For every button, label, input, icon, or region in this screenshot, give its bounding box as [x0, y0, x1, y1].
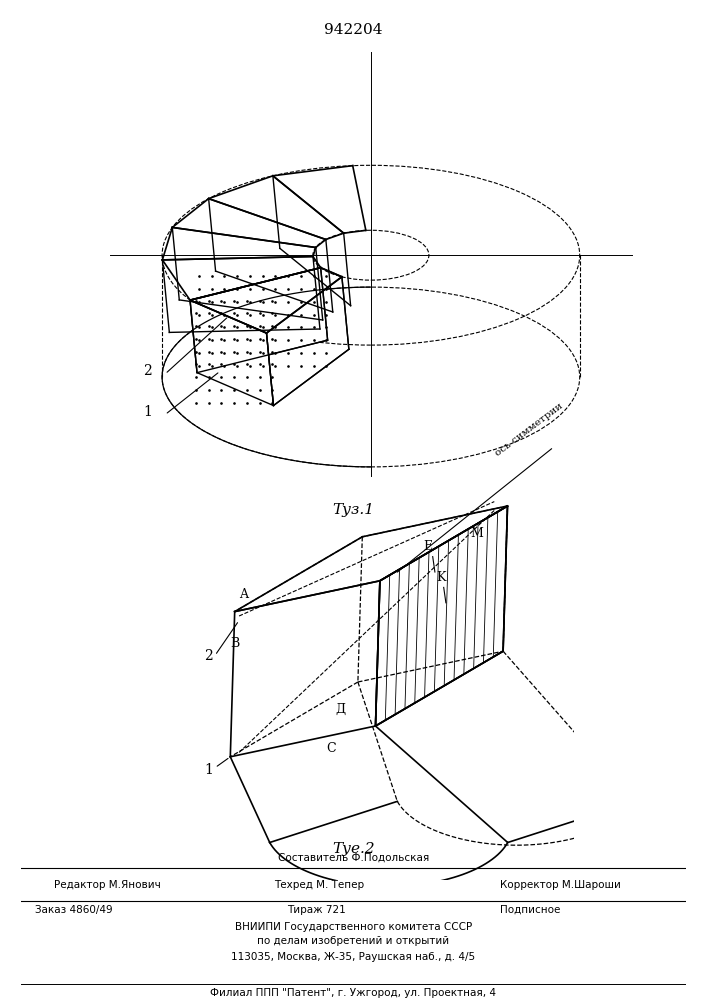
Text: Филиал ППП "Патент", г. Ужгород, ул. Проектная, 4: Филиал ППП "Патент", г. Ужгород, ул. Про…	[211, 988, 496, 998]
Text: 942204: 942204	[325, 23, 382, 37]
Text: по делам изобретений и открытий: по делам изобретений и открытий	[257, 936, 450, 946]
Text: 1: 1	[204, 763, 213, 777]
Text: 1: 1	[143, 405, 152, 419]
Text: Д: Д	[335, 703, 345, 716]
Text: B: B	[230, 637, 240, 650]
Text: Подписное: Подписное	[500, 905, 560, 915]
Text: Τуе.2: Τуе.2	[332, 842, 375, 856]
Text: Редактор М.Янович: Редактор М.Янович	[54, 880, 161, 890]
Text: Составитель Ф.Подольская: Составитель Ф.Подольская	[278, 852, 429, 862]
Text: ось симметрии: ось симметрии	[494, 401, 565, 458]
Text: 2: 2	[144, 364, 152, 378]
Text: M: M	[470, 527, 483, 540]
Text: ВНИИПИ Государственного комитета СССР: ВНИИПИ Государственного комитета СССР	[235, 922, 472, 932]
Polygon shape	[190, 268, 327, 373]
Text: 2: 2	[204, 649, 213, 663]
Text: Корректор М.Шароши: Корректор М.Шароши	[500, 880, 621, 890]
Text: Заказ 4860/49: Заказ 4860/49	[35, 905, 112, 915]
Text: Тираж 721: Тираж 721	[287, 905, 346, 915]
Text: C: C	[327, 742, 337, 755]
Text: E: E	[423, 540, 433, 553]
Text: Τуз.1: Τуз.1	[332, 503, 375, 517]
Text: A: A	[239, 588, 248, 601]
Text: K: K	[437, 571, 446, 584]
Polygon shape	[375, 506, 508, 726]
Polygon shape	[190, 300, 274, 406]
Text: 113035, Москва, Ж-35, Раушская наб., д. 4/5: 113035, Москва, Ж-35, Раушская наб., д. …	[231, 952, 476, 962]
Text: Техред М. Тепер: Техред М. Тепер	[274, 880, 364, 890]
